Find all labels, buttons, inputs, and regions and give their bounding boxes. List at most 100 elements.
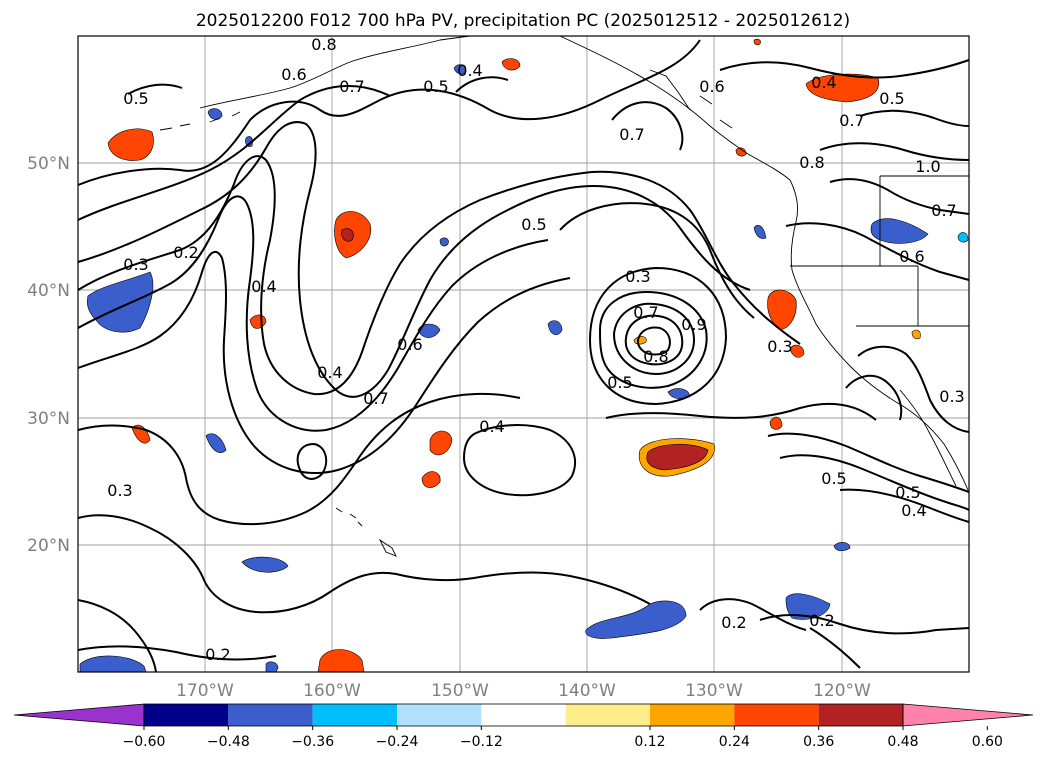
- pv-contour: [699, 598, 807, 631]
- precip-positive-area: [421, 471, 441, 488]
- colorbar-segment: [228, 704, 313, 726]
- pv-contour: [296, 442, 328, 480]
- precip-positive-area: [131, 424, 151, 444]
- colorbar-tick-label: 0.48: [887, 734, 918, 750]
- latitude-labels: 50°N 40°N 30°N 20°N: [27, 154, 70, 556]
- precip-positive-area: [501, 58, 521, 71]
- precip-negative-area: [870, 218, 929, 244]
- contour-label: 0.4: [811, 73, 836, 92]
- map-title: 2025012200 F012 700 hPa PV, precipitatio…: [196, 11, 850, 31]
- contour-label: 0.4: [901, 501, 926, 520]
- contour-label: 0.5: [123, 89, 148, 108]
- contour-label: 0.8: [799, 153, 824, 172]
- pv-contour: [77, 392, 521, 526]
- pv-contour: [462, 424, 577, 497]
- contour-label: 0.7: [619, 125, 644, 144]
- colorbar-tick-label: 0.12: [634, 734, 665, 750]
- pv-contour: [819, 142, 970, 161]
- contour-label: 0.6: [899, 247, 924, 266]
- precip-negative-area: [585, 600, 687, 639]
- precip-negative-area: [753, 225, 767, 239]
- colorbar-tick-label: 0.24: [719, 734, 750, 750]
- pv-contour: [77, 155, 801, 396]
- precip-negative-area: [207, 108, 223, 120]
- colorbar-outline: [143, 703, 904, 727]
- precip-positive-area: [107, 128, 154, 161]
- pv-contour: [77, 85, 391, 221]
- pv-contour: [559, 202, 755, 319]
- contour-label: 0.7: [339, 77, 364, 96]
- contour-label: 0.7: [363, 389, 388, 408]
- contour-label: 0.2: [809, 611, 834, 630]
- lon-label: 140°W: [558, 681, 616, 701]
- pv-contour: [605, 403, 877, 421]
- colorbar-tick-label: −0.48: [207, 734, 250, 750]
- contour-label: 0.5: [821, 469, 846, 488]
- contour-label: 1.0: [915, 157, 940, 176]
- contour-label: 0.2: [173, 243, 198, 262]
- pv-contour: [859, 109, 970, 127]
- colorbar-tick-label: −0.12: [460, 734, 503, 750]
- precip-positive-area: [753, 38, 761, 46]
- precip-negative-area: [79, 655, 147, 673]
- contour-label: 0.2: [205, 645, 230, 664]
- contour-label: 0.6: [699, 77, 724, 96]
- colorbar-segment: [397, 704, 482, 726]
- contour-labels: 0.8 0.6 0.7 0.5 0.4 0.5 0.6 0.7 0.4 0.5 …: [107, 35, 964, 664]
- colorbar-tick-label: 0.36: [803, 734, 834, 750]
- lon-label: 130°W: [685, 681, 743, 701]
- pv-contour: [612, 302, 696, 376]
- colorbar-tick-label: −0.36: [291, 734, 334, 750]
- precip-positive-area: [767, 289, 797, 331]
- pv-contour: [588, 266, 728, 406]
- colorbar-segment: [650, 704, 735, 726]
- precip-negative-area: [547, 320, 563, 336]
- pv-contour: [857, 345, 970, 433]
- colorbar-extend-high: [902, 703, 1034, 727]
- contour-label: 0.3: [107, 481, 132, 500]
- precip-negative-area: [957, 232, 969, 243]
- lat-label: 30°N: [27, 409, 70, 429]
- contour-label: 0.3: [123, 255, 148, 274]
- colorbar-segment: [481, 704, 566, 726]
- precip-positive-area: [789, 344, 805, 358]
- contour-label: 0.4: [479, 417, 504, 436]
- contour-label: 0.7: [633, 303, 658, 322]
- colorbar-tick-label: −0.24: [376, 734, 419, 750]
- lon-label: 150°W: [431, 681, 489, 701]
- contour-label: 0.9: [681, 315, 706, 334]
- precip-positive-area: [769, 416, 783, 430]
- precip-negative-area: [453, 64, 467, 75]
- map-area: 0.8 0.6 0.7 0.5 0.4 0.5 0.6 0.7 0.4 0.5 …: [77, 35, 970, 673]
- pv-contour: [767, 432, 970, 493]
- pv-contours: [77, 39, 970, 673]
- colorbar-segment: [144, 704, 229, 726]
- map-frame: [77, 35, 970, 673]
- contour-label: 0.7: [839, 111, 864, 130]
- precip-negative-area: [265, 661, 279, 673]
- precip-positive-area: [429, 430, 453, 456]
- contour-label: 0.5: [895, 483, 920, 502]
- precip-negative-area: [205, 433, 227, 453]
- contour-label: 0.5: [423, 77, 448, 96]
- pv-contour: [77, 645, 277, 661]
- precip-positive-area: [317, 649, 365, 673]
- pv-contour: [779, 454, 970, 511]
- contour-label: 0.3: [625, 267, 650, 286]
- pv-contour: [77, 39, 701, 186]
- pv-contour: [127, 83, 183, 95]
- pv-contour: [598, 290, 708, 389]
- pv-contour: [759, 614, 970, 635]
- precip-shading: [79, 38, 969, 673]
- pv-contour: [624, 314, 684, 366]
- colorbar-tick-label: −0.60: [123, 734, 166, 750]
- contour-label: 0.5: [607, 373, 632, 392]
- colorbar-segment: [565, 704, 650, 726]
- longitude-labels: 170°W 160°W 150°W 140°W 130°W 120°W: [176, 681, 871, 701]
- lon-label: 160°W: [303, 681, 361, 701]
- colorbar: −0.60 −0.48 −0.36 −0.24 −0.12 0.12 0.24 0.36 0.4…: [13, 703, 1034, 750]
- contour-label: 0.3: [939, 387, 964, 406]
- contour-label: 0.8: [643, 347, 668, 366]
- colorbar-segment: [734, 704, 819, 726]
